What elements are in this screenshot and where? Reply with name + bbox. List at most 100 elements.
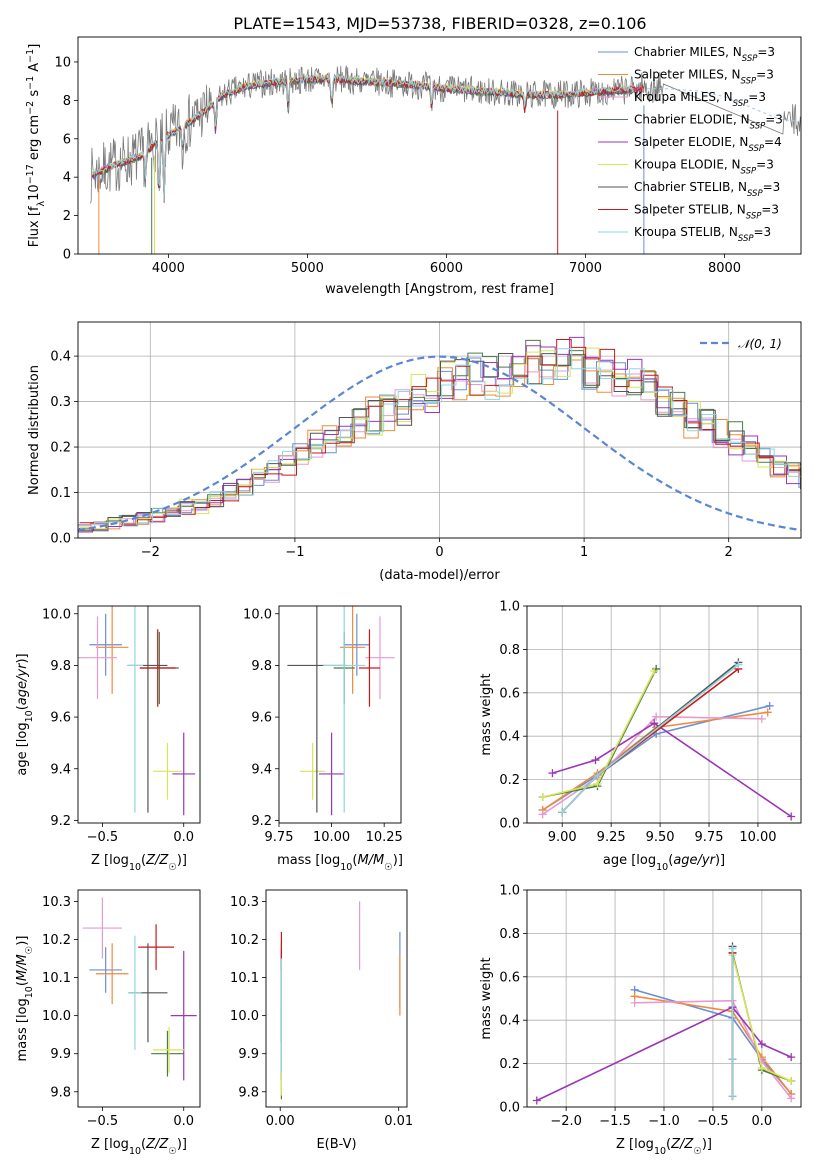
label-part: ( [15,981,30,986]
label-part: ( [141,853,146,868]
legend-entry: Kroupa MILES, NSSP=3 [634,90,766,109]
legend-count: =3 [756,68,774,82]
error-bars [78,606,196,816]
mass-weight-marker [558,808,567,817]
x-tick-label: 9.25 [597,830,626,845]
mass-weight-marker [765,701,774,710]
residual-histogram-step [79,353,801,532]
label-part: age/yr [673,853,716,868]
residual-histogram-step [78,354,801,526]
y-tick-label: 0.0 [499,817,520,832]
legend-entry: Salpeter STELIB, NSSP=3 [634,203,779,222]
axes-frame [77,321,802,539]
x-tick-label: 9.50 [646,830,675,845]
y-tick-label: 9.8 [251,659,272,674]
legend-text: Kroupa ELODIE, N [634,158,741,172]
x-axis-label: Z [log10(Z/Z☉)] [91,853,187,873]
y-tick-label: 8 [63,94,71,109]
x-tick-label: 8000 [708,261,741,276]
mass-weight-marker [728,1092,737,1101]
y-tick-label: 9.4 [50,762,71,777]
mass-weight-marker [650,667,659,676]
label-part: s [27,90,42,101]
label-part: )] [15,653,30,663]
weight-vs-metallicity-panel: −2.0 −1.5 −1.0 −0.5 0.0 0.0 0.2 0.4 0.6 0.8 1.0 Z [… [479,884,802,1157]
mass-weight-line [542,705,770,811]
spectrum-lines [90,65,801,254]
label-part: ( [666,1137,671,1152]
mass-weight-marker [757,714,766,723]
legend-entry: Chabrier STELIB, NSSP=3 [634,180,780,199]
mass-weight-marker [757,1063,766,1072]
legend-sub: SSP [747,189,763,199]
legend-count: =3 [763,180,781,194]
mass-weight-marker [593,771,602,780]
label-part: )] [702,1137,712,1152]
x-tick-label: 4000 [152,261,185,276]
mass-weight-marker [728,944,737,953]
label-part: mass [log [15,998,30,1061]
label-part: ☉ [168,862,177,873]
legend-sub: SSP [750,122,766,132]
label-part: 10 [24,710,35,722]
axes-frame [278,605,402,824]
error-bars [287,606,395,816]
label-part: Z/Z [145,853,169,868]
model-spectrum-line [91,74,634,202]
y-tick-label: 0 [63,248,71,263]
legend-sub: SSP [741,167,757,177]
y-axis-label: Flux [fλ10−17 erg cm−2 s−1 A−1] [25,44,47,248]
x-tick-label: 0.01 [384,1114,413,1129]
label-part: 10 [654,1146,666,1157]
histograms [78,336,801,533]
label-part: wavelength [Angstrom, rest frame] [325,282,554,297]
x-tick-label: −2.0 [550,1114,582,1129]
y-tick-label: 9.2 [251,814,272,829]
label-part: ☉ [693,1146,702,1157]
y-tick-label: 0.4 [499,1014,520,1029]
y-tick-label: 10.1 [230,971,259,986]
x-tick-label: 6000 [430,261,463,276]
legend-count: =3 [748,90,766,104]
x-axis-label: Z [log10(Z/Z☉)] [616,1137,712,1157]
x-tick-label: −0.5 [87,1114,119,1129]
label-part: 10 [129,1146,141,1157]
axes-frame [526,889,802,1108]
legend-sub: SSP [748,144,764,154]
x-tick-label: 1 [580,545,588,560]
mass-weight-marker [538,792,547,801]
x-tick-label: 0 [435,545,443,560]
legend-entry: Chabrier MILES, NSSP=3 [634,45,775,64]
x-tick-label: 0.0 [173,830,194,845]
label-part: M/M [357,853,384,868]
mass-weight-marker [532,1096,541,1105]
y-tick-label: 0.2 [499,773,520,788]
y-tick-label: 1.0 [499,600,520,615]
x-axis-label: wavelength [Angstrom, rest frame] [325,282,554,297]
mass-weight-line [634,999,792,1099]
mass-weight-line [536,1006,792,1102]
label-part: 10 [24,986,35,998]
y-tick-label: 0.3 [50,395,71,410]
weight-vs-age-panel: 9.00 9.25 9.50 9.75 10.00 0.0 0.2 0.4 0.6 0.8 1.0 a… [479,600,802,873]
label-part: erg cm [27,115,42,164]
y-tick-label: 9.6 [50,711,71,726]
mass-weight-marker [757,1040,766,1049]
legend-entry: Salpeter MILES, NSSP=3 [634,68,774,87]
legend-text: Salpeter MILES, N [634,68,741,82]
age-vs-mass-panel: 9.75 10.00 10.25 9.2 9.4 9.6 9.8 10.0 mass [log1… [243,605,403,873]
mass-weight-marker [763,708,772,717]
error-bars [82,897,197,1081]
y-tick-label: 0.6 [499,970,520,985]
label-part: Z/Z [145,1137,169,1152]
label-part: )] [177,1137,187,1152]
label-part: age [log [603,853,656,868]
y-tick-label: 0.4 [50,350,71,365]
label-part: mass weight [479,957,494,1039]
mass-weight-marker [630,998,639,1007]
mass-weight-line [552,722,792,818]
y-axis-label: mass [log10(M/M☉)] [15,936,35,1062]
error-bars [280,901,401,1100]
label-part: A [27,63,42,76]
